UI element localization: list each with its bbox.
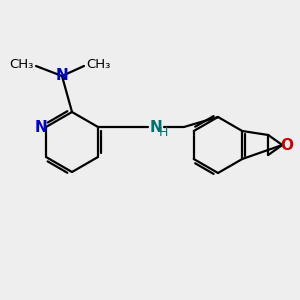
Text: N: N (56, 68, 68, 83)
Text: CH₃: CH₃ (10, 58, 34, 71)
Text: H: H (158, 125, 168, 139)
Text: N: N (34, 119, 47, 134)
Text: N: N (150, 119, 162, 134)
Text: O: O (281, 137, 294, 152)
Text: CH₃: CH₃ (86, 58, 110, 71)
